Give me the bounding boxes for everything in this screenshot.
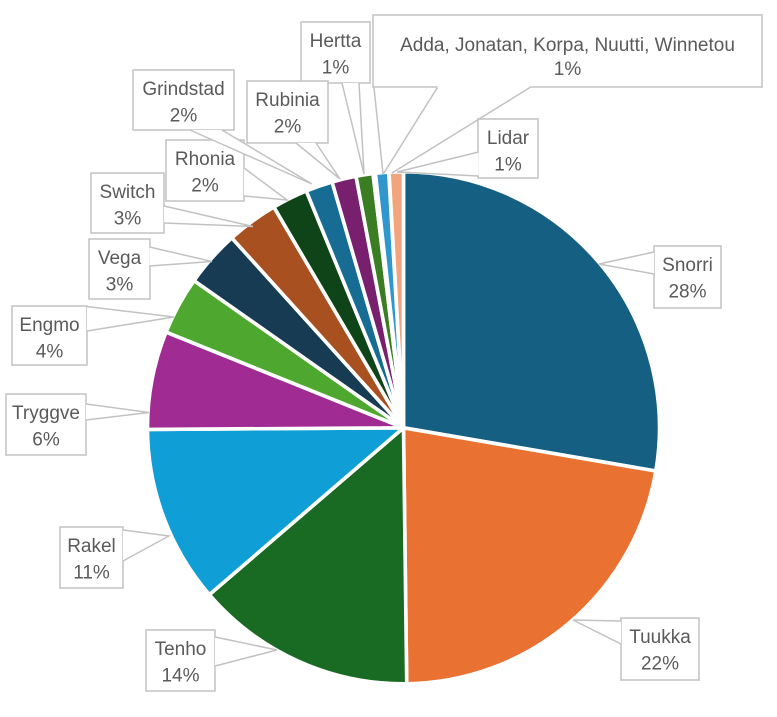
svg-text:Rubinia: Rubinia (255, 90, 320, 111)
svg-text:14%: 14% (161, 666, 199, 687)
svg-text:Snorri: Snorri (662, 255, 713, 276)
svg-text:Lidar: Lidar (487, 128, 530, 149)
svg-text:2%: 2% (170, 106, 198, 127)
svg-text:1%: 1% (494, 155, 522, 176)
svg-text:Grindstad: Grindstad (142, 79, 224, 100)
svg-text:2%: 2% (274, 117, 302, 138)
svg-text:Tuukka: Tuukka (629, 627, 691, 648)
svg-text:Hertta: Hertta (310, 31, 362, 52)
svg-text:Engmo: Engmo (19, 315, 79, 336)
svg-text:Rakel: Rakel (67, 536, 116, 557)
svg-text:4%: 4% (36, 342, 64, 363)
svg-text:28%: 28% (668, 282, 706, 303)
svg-text:Adda, Jonatan, Korpa, Nuutti,: Adda, Jonatan, Korpa, Nuutti, Winnetou (400, 35, 735, 56)
svg-text:3%: 3% (114, 209, 142, 230)
svg-text:1%: 1% (554, 59, 582, 80)
svg-text:11%: 11% (73, 563, 110, 584)
svg-text:Tenho: Tenho (155, 639, 207, 660)
svg-text:Tryggve: Tryggve (12, 403, 80, 424)
svg-text:Rhonia: Rhonia (175, 149, 236, 170)
svg-text:Switch: Switch (100, 182, 156, 203)
svg-text:Vega: Vega (98, 248, 142, 269)
svg-text:3%: 3% (106, 275, 134, 296)
svg-text:1%: 1% (322, 58, 350, 79)
svg-text:6%: 6% (32, 430, 60, 451)
svg-text:22%: 22% (641, 654, 679, 675)
svg-text:2%: 2% (191, 176, 219, 197)
